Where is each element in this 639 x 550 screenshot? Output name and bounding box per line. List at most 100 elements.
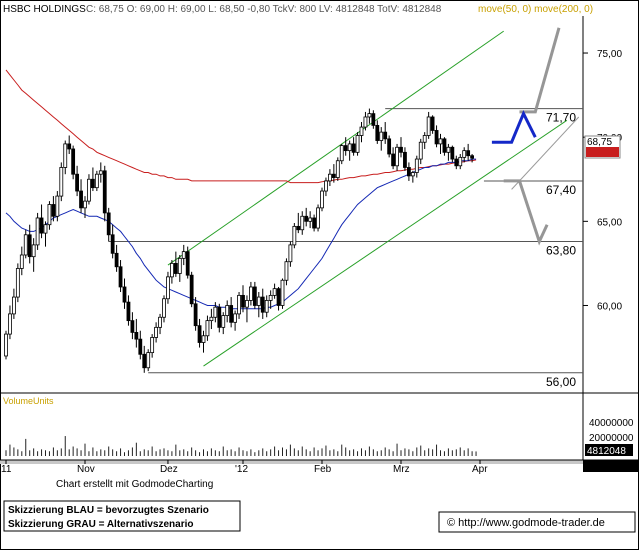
time-axis-label: Feb — [314, 464, 332, 475]
candle-body-down — [134, 332, 139, 340]
candle — [59, 162, 64, 202]
candle-body-up — [248, 286, 253, 301]
candle — [181, 244, 186, 266]
candle — [418, 138, 423, 165]
candle-body-up — [47, 204, 52, 226]
blue-scenario — [491, 109, 537, 144]
candle-body-up — [379, 131, 384, 141]
time-axis-label: Dez — [160, 464, 178, 475]
candle-body-up — [158, 316, 162, 328]
candle-body-down — [91, 178, 95, 189]
candle — [221, 312, 226, 335]
ma50-line — [5, 158, 477, 310]
volume-bars — [5, 436, 477, 456]
candle — [383, 122, 388, 144]
candle-body-up — [458, 156, 463, 167]
candle — [55, 191, 60, 222]
candle — [458, 154, 463, 170]
volume-current-value: 4812048 — [587, 446, 626, 457]
candle-body-up — [146, 352, 151, 369]
candle-body-down — [312, 217, 317, 229]
candle — [308, 211, 313, 229]
volume-tick-20m: 20000000 — [589, 433, 634, 444]
time-axis-label: Nov — [77, 464, 95, 475]
candle-body-up — [245, 300, 249, 308]
channel-line-lower-parallel — [511, 116, 580, 190]
time-axis-labels: 11 Nov Dez '12 Feb Mrz Apr — [1, 460, 488, 475]
candle — [154, 322, 159, 343]
current-price-box: 68,75 — [584, 135, 621, 159]
candle — [138, 330, 143, 360]
candle — [379, 127, 384, 151]
time-axis-band — [0, 460, 583, 464]
candle-body-up — [237, 294, 241, 315]
candle-body-down — [39, 217, 44, 234]
candle-body-up — [339, 145, 344, 162]
candle — [11, 288, 16, 319]
candle-body-up — [205, 320, 210, 337]
candle — [387, 135, 392, 158]
candle-body-down — [75, 173, 79, 192]
candle — [67, 135, 72, 155]
candle-body-down — [406, 167, 411, 177]
channel-line-lower — [203, 119, 568, 367]
footer: Chart erstellt mit GodmodeCharting Skizz… — [3, 479, 636, 533]
candle-body-down — [351, 143, 356, 153]
candle — [23, 229, 28, 259]
volume-label: VolumeUnits — [3, 396, 54, 406]
candle-body-down — [189, 274, 194, 305]
candle-body-up — [418, 141, 423, 160]
candle-body-down — [304, 215, 309, 222]
candle-body-up — [221, 315, 226, 328]
candle-body-down — [102, 170, 107, 214]
candle-body-up — [233, 313, 238, 323]
candle — [268, 290, 273, 309]
candle-body-up — [438, 138, 443, 145]
candle — [363, 111, 368, 131]
volume-panel: VolumeUnits 40000000 20000000 4812048 — [3, 393, 634, 460]
candle-body-up — [177, 257, 182, 274]
price-tick-label: 60,00 — [597, 301, 622, 312]
candle-body-down — [118, 266, 123, 288]
candle-body-down — [403, 151, 407, 168]
footer-credit: Chart erstellt mit GodmodeCharting — [56, 479, 213, 490]
candle-body-up — [94, 173, 99, 189]
candle — [233, 310, 238, 331]
candle — [347, 140, 352, 161]
moving-averages — [5, 69, 477, 310]
candle-body-up — [422, 135, 427, 143]
candle-body-up — [166, 276, 170, 300]
candle-body-down — [217, 306, 222, 328]
candle-body-down — [51, 204, 56, 217]
candle-body-down — [434, 130, 439, 145]
candle — [442, 137, 447, 156]
candle — [256, 292, 261, 318]
candle — [71, 145, 76, 180]
candle — [410, 170, 415, 183]
candle — [327, 169, 332, 186]
candle-body-up — [162, 298, 166, 318]
candle — [193, 297, 198, 331]
candle-body-up — [426, 116, 431, 136]
header-quote: C: 68,75 O: 69,00 H: 69,00 L: 68,50 -0,8… — [86, 4, 442, 15]
candle — [185, 246, 190, 279]
candle — [260, 288, 265, 319]
trend-channel — [167, 30, 580, 367]
candle-body-down — [106, 212, 111, 236]
candle-body-up — [288, 244, 293, 263]
candle-body-down — [229, 305, 234, 323]
candle-body-down — [173, 263, 178, 274]
candle — [284, 258, 289, 286]
candle — [335, 157, 340, 181]
candle-body-down — [27, 234, 32, 258]
candle-body-down — [79, 190, 83, 209]
level-label: 67,40 — [546, 183, 576, 197]
candle — [173, 251, 178, 277]
footer-legend-box — [3, 500, 241, 532]
candle-body-down — [67, 143, 72, 150]
header-indicators: move(50, 0) move(200, 0) — [478, 4, 593, 15]
candle — [201, 330, 206, 353]
candle — [4, 330, 8, 360]
candle-body-up — [4, 333, 8, 357]
